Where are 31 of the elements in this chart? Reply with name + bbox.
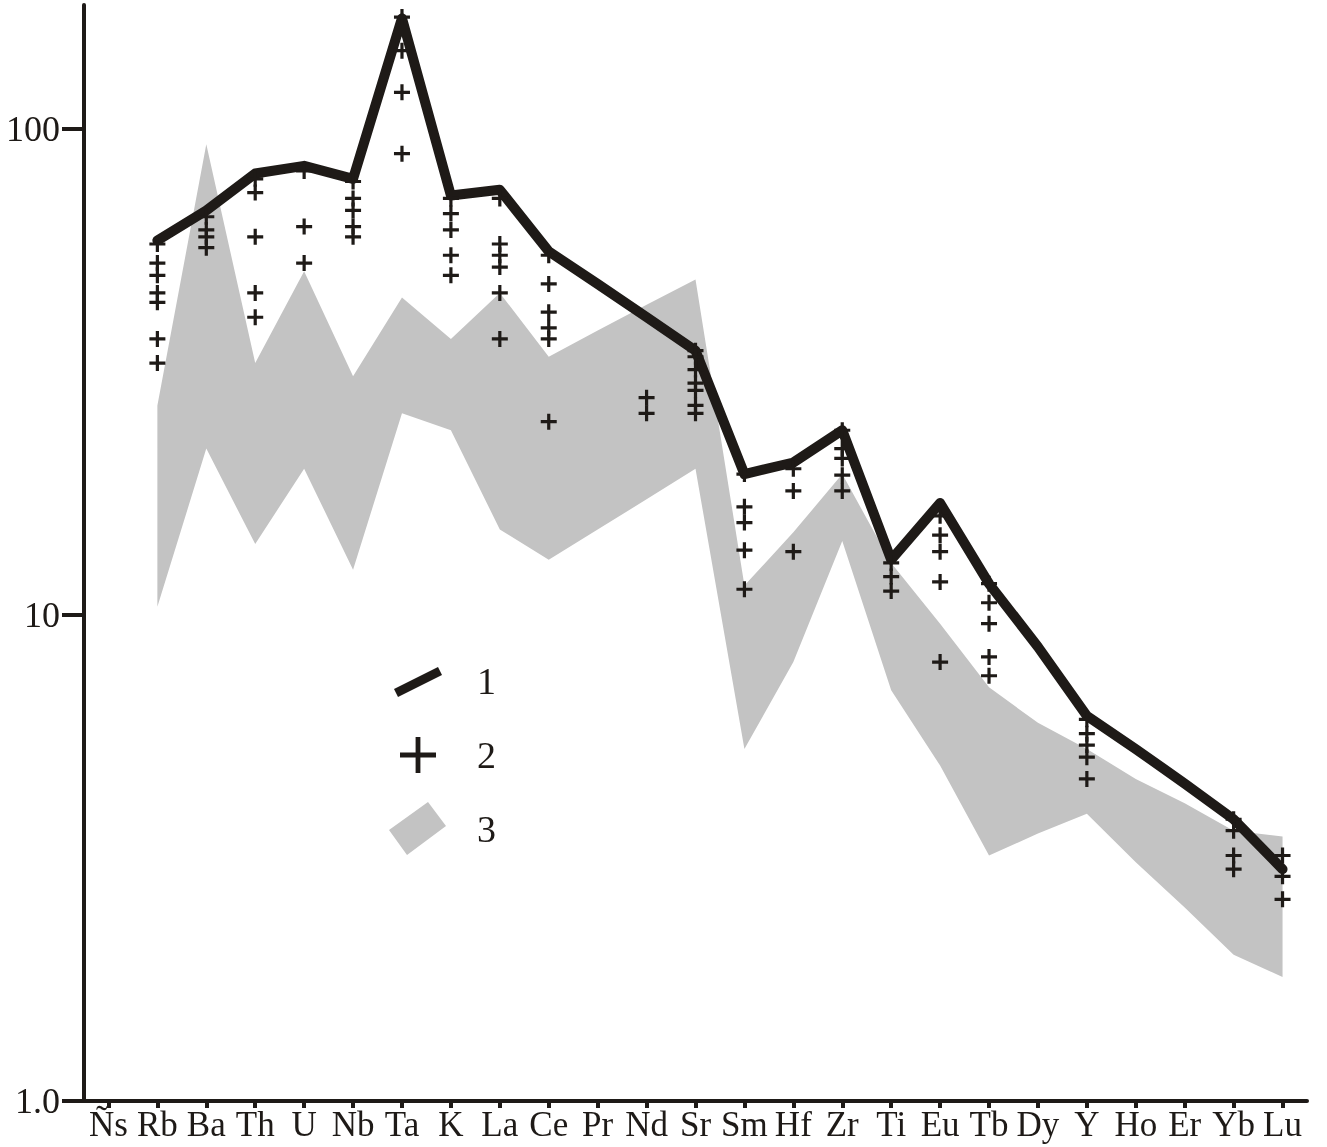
x-tick-label: U (291, 1105, 317, 1144)
x-tick-label: Sm (721, 1105, 768, 1144)
x-tick-label: Er (1168, 1105, 1202, 1144)
y-tick-label: 1.0 (15, 1081, 60, 1121)
x-tick-label: Th (235, 1105, 276, 1144)
x-tick-label: Ba (186, 1105, 227, 1144)
x-tick-label: Rb (136, 1105, 178, 1144)
x-tick-label: Ho (1114, 1105, 1158, 1144)
legend-label: 1 (477, 660, 496, 702)
x-tick-label: Ce (529, 1105, 569, 1144)
x-tick-label: Ñs (89, 1105, 128, 1144)
x-tick-label: Tb (969, 1105, 1009, 1144)
x-tick-label: Pr (582, 1105, 614, 1144)
x-tick-label: Zr (825, 1105, 860, 1144)
legend-label: 3 (477, 808, 496, 850)
x-tick-label: Sr (679, 1105, 712, 1144)
x-tick-label: Ti (876, 1105, 907, 1144)
x-tick-label: Hf (774, 1105, 813, 1144)
x-tick-label: Eu (920, 1105, 960, 1144)
x-tick-label: Lu (1263, 1105, 1302, 1144)
y-tick-label: 100 (6, 109, 60, 150)
x-tick-label: Nb (331, 1105, 375, 1144)
y-tick-label: 10 (24, 595, 60, 636)
legend-label: 2 (477, 734, 496, 776)
x-tick-label: Nd (625, 1105, 669, 1144)
x-tick-label: Y (1074, 1105, 1100, 1144)
x-tick-label: Dy (1016, 1105, 1060, 1144)
x-tick-label: K (438, 1105, 464, 1144)
x-tick-label: Ta (384, 1105, 420, 1144)
x-tick-label: La (481, 1105, 519, 1144)
x-tick-label: Yb (1212, 1105, 1256, 1144)
